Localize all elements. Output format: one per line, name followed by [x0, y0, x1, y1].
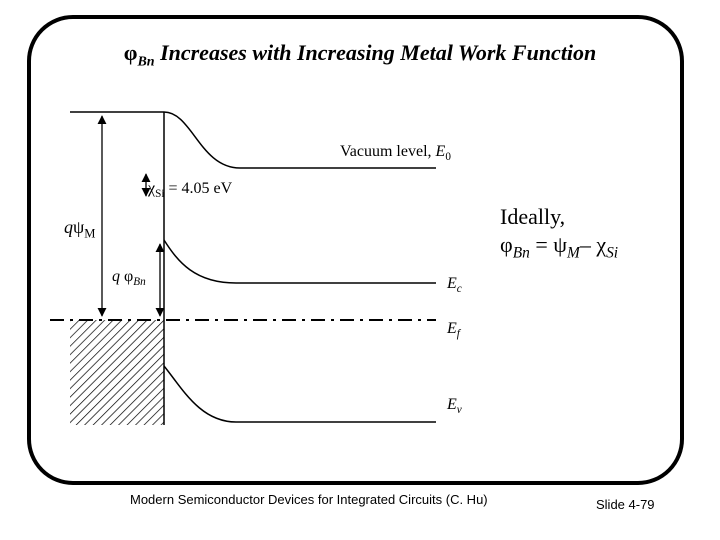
footer-source: Modern Semiconductor Devices for Integra… [130, 492, 488, 507]
ideally-label: Ideally, [500, 204, 566, 229]
slide-frame [27, 15, 684, 485]
chi-si-label: χSi = 4.05 eV [148, 180, 233, 201]
ec-label: Ec [447, 275, 462, 296]
ef-label: Ef [447, 320, 460, 341]
conduction-band-curve [163, 239, 436, 284]
vacuum-level-curve [163, 111, 436, 169]
psi-m-label: qψM [64, 217, 96, 241]
vacuum-level-label: Vacuum level, E0 [340, 143, 451, 164]
metal-region [70, 320, 164, 425]
valence-band-curve [163, 365, 436, 423]
ev-label: Ev [447, 396, 462, 417]
slide-number: Slide 4-79 [596, 497, 655, 512]
slide-title: φBn Increases with Increasing Metal Work… [123, 40, 597, 70]
schottky-formula: φBn = ψM– χSi [500, 232, 619, 262]
phi-bn-label: q φBn [112, 268, 146, 289]
